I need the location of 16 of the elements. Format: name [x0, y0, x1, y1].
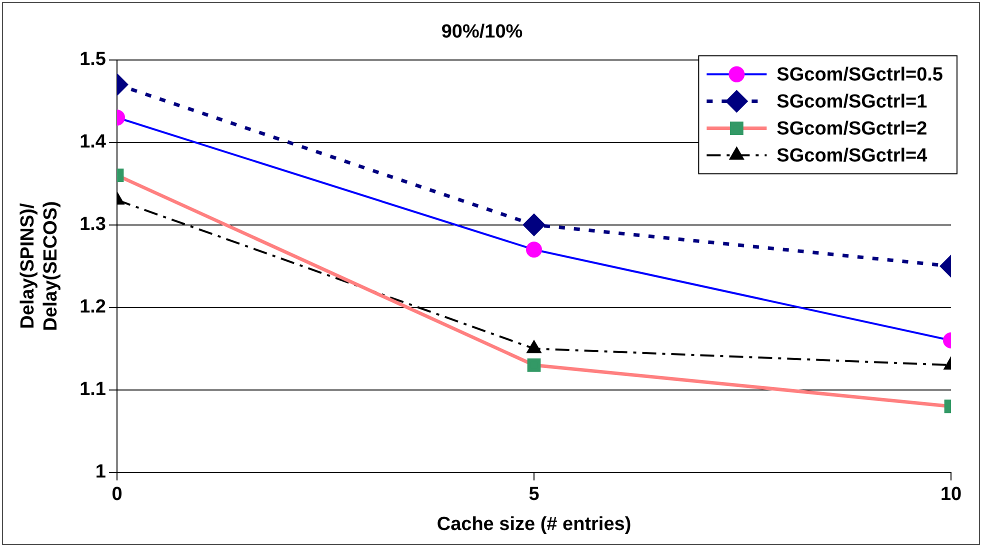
y-tick-label: 1.1: [80, 379, 106, 400]
x-tick-label: 5: [528, 484, 540, 506]
legend-label: SGcom/SGctrl=4: [776, 146, 928, 167]
legend-label: SGcom/SGctrl=2: [776, 118, 928, 140]
legend-label: SGcom/SGctrl=1: [776, 92, 928, 113]
y-tick-label: 1.5: [80, 49, 106, 70]
chart-title: 90%/10%: [441, 22, 523, 43]
y-tick-label: 1.3: [80, 214, 106, 236]
y-tick-label: 1: [95, 462, 106, 483]
legend-label: SGcom/SGctrl=0.5: [776, 64, 944, 86]
y-tick-label: 1.2: [80, 296, 106, 318]
x-tick-label: 10: [940, 484, 962, 506]
x-tick-label: 0: [112, 484, 122, 506]
x-axis-title: Cache size (# entries): [436, 514, 632, 535]
y-tick-label: 1.4: [80, 132, 106, 153]
y-axis-title: Delay(SPINS)/ Delay(SECOS): [18, 201, 62, 332]
